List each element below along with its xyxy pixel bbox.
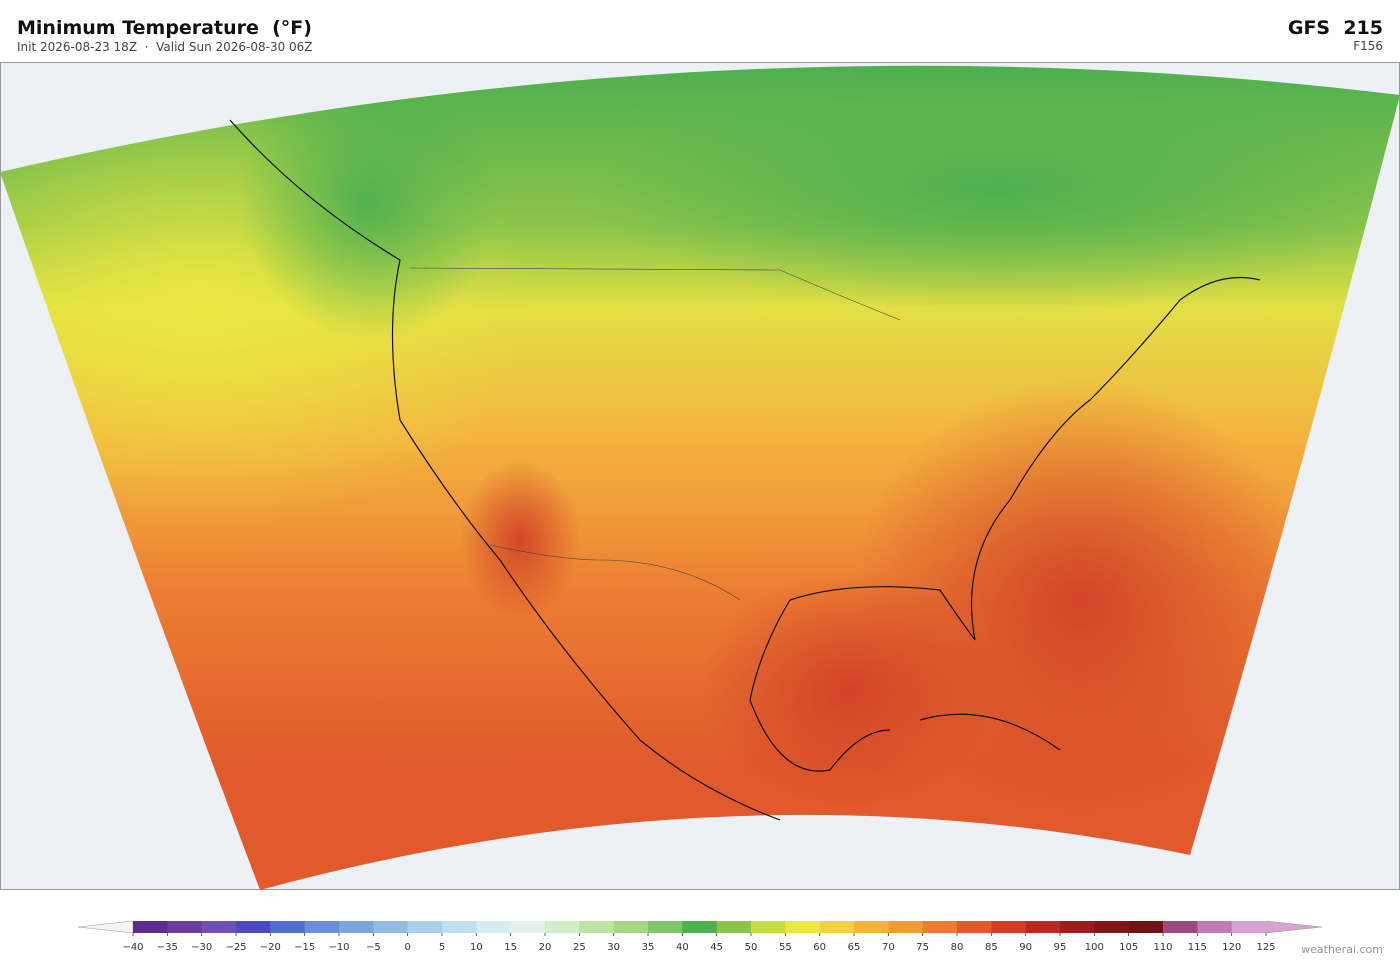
colorbar-bin — [613, 921, 649, 933]
colorbar-tick-label: 115 — [1188, 942, 1207, 953]
colorbar-tick-label: 120 — [1222, 942, 1241, 953]
colorbar-bin — [442, 921, 477, 933]
colorbar-tick-label: −30 — [191, 942, 212, 953]
colorbar-bin — [1231, 921, 1267, 933]
colorbar-bin — [407, 921, 443, 933]
colorbar-tick-label: 80 — [951, 942, 964, 953]
colorbar-tick-label: 70 — [882, 942, 895, 953]
colorbar-bin — [1128, 921, 1164, 933]
colorbar-tick-label: −5 — [366, 942, 381, 953]
colorbar-bin — [133, 921, 168, 933]
colorbar-tick-label: 90 — [1019, 942, 1032, 953]
colorbar-tick-label: 110 — [1153, 942, 1172, 953]
credit: weatherai.com — [1301, 943, 1383, 956]
colorbar-tick-label: 35 — [642, 942, 655, 953]
colorbar-tick-label: 15 — [504, 942, 517, 953]
colorbar-bin — [1060, 921, 1095, 933]
colorbar-tick-label: −10 — [328, 942, 349, 953]
colorbar-tick-label: 10 — [470, 942, 483, 953]
colorbar-bin — [201, 921, 237, 933]
colorbar-bin — [922, 921, 958, 933]
colorbar-bin — [854, 921, 889, 933]
colorbar-bin — [304, 921, 340, 933]
colorbar-bin — [476, 921, 512, 933]
colorbar-tick-label: −25 — [225, 942, 246, 953]
colorbar-tick-label: 75 — [916, 942, 929, 953]
colorbar-tick-label: 55 — [779, 942, 792, 953]
colorbar-bin — [545, 921, 580, 933]
colorbar-tick-label: 50 — [745, 942, 758, 953]
colorbar-tick-label: −35 — [157, 942, 178, 953]
colorbar-over — [1265, 920, 1323, 934]
borders — [409, 267, 901, 601]
colorbar-tick-label: 25 — [573, 942, 586, 953]
colorbar-tick-label: −40 — [122, 942, 143, 953]
colorbar-tick-label: 85 — [985, 942, 998, 953]
colorbar-tick-label: 40 — [676, 942, 689, 953]
colorbar-bin — [991, 921, 1027, 933]
colorbar-bin — [373, 921, 409, 933]
colorbar-tick-label: −20 — [260, 942, 281, 953]
colorbar-tick-label: 100 — [1085, 942, 1104, 953]
colorbar-bin — [339, 921, 374, 933]
colorbar-bin — [167, 921, 203, 933]
colorbar-bin — [1197, 921, 1233, 933]
colorbar-bin — [579, 921, 615, 933]
temperature-field — [0, 65, 1400, 890]
colorbar-bin — [270, 921, 306, 933]
colorbar-tick-label: 5 — [439, 942, 445, 953]
colorbar-bin — [716, 921, 752, 933]
colorbar-tick-label: −15 — [294, 942, 315, 953]
model-name: GFS 215 — [1288, 17, 1383, 39]
colorbar-tick-label: 60 — [813, 942, 826, 953]
colorbar-tick-label: 105 — [1119, 942, 1138, 953]
colorbar-tick-label: 95 — [1054, 942, 1067, 953]
map-title: Minimum Temperature (°F) — [17, 17, 312, 39]
colorbar-bin — [785, 921, 821, 933]
colorbar-bin — [682, 921, 718, 933]
coastlines — [229, 119, 1261, 821]
colorbar-bin — [236, 921, 271, 933]
colorbar-bin — [888, 921, 924, 933]
colorbar-bin — [648, 921, 683, 933]
colorbar-bin — [1025, 921, 1061, 933]
colorbar-bin — [1163, 921, 1198, 933]
forecast-hour: F156 — [1353, 39, 1383, 53]
colorbar: −40 −35 −30 −25 −20 −15 −10 −5 0 5 10 15 20 25 30 35 40 4… — [77, 920, 1323, 953]
colorbar-under — [77, 920, 134, 934]
colorbar-bin — [819, 921, 855, 933]
colorbar-bin — [751, 921, 786, 933]
colorbar-bin — [1094, 921, 1130, 933]
colorbar-tick-label: 30 — [607, 942, 620, 953]
map-subtitle: Init 2026-08-23 18Z · Valid Sun 2026-08-… — [17, 40, 313, 54]
colorbar-tick-label: 20 — [539, 942, 552, 953]
colorbar-tick-label: 125 — [1256, 942, 1275, 953]
colorbar-bin — [957, 921, 992, 933]
colorbar-tick-label: 65 — [848, 942, 861, 953]
colorbar-bin — [510, 921, 546, 933]
colorbar-tick-label: 0 — [404, 942, 410, 953]
colorbar-tick-label: 45 — [710, 942, 723, 953]
